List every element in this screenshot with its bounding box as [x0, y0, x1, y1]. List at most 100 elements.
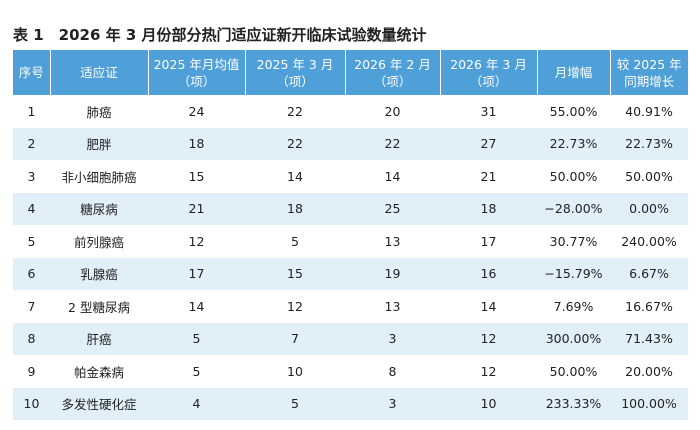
table-cell: 15 — [188, 168, 205, 184]
table-cell: 7 — [245, 322, 345, 355]
table-cell: 14 — [384, 168, 401, 184]
header-line: （项） — [177, 73, 216, 89]
table-cell: 31 — [480, 103, 497, 119]
table-cell: 5 — [245, 387, 345, 420]
header-cell: 月增幅 — [536, 50, 610, 95]
table-cell: 22 — [287, 103, 303, 119]
header-line: 2025 年月均值 — [153, 56, 240, 72]
table-cell: 16 — [440, 257, 537, 290]
table-cell: 8 — [13, 322, 50, 355]
table-cell: 乳腺癌 — [50, 257, 148, 290]
table-cell: 12 — [440, 322, 537, 355]
table-cell: 12 — [188, 233, 205, 249]
table-cell: 前列腺癌 — [73, 234, 124, 250]
header-row: 序号 适应证 2025 年月均值 （项） 2025 年 3 月（项） 2026 年 2 月… — [13, 50, 688, 95]
table-cell: 0.00% — [610, 192, 688, 225]
table-cell: 21 — [480, 168, 497, 184]
table-cell: 20 — [384, 103, 401, 119]
table-cell: 27 — [440, 127, 537, 160]
table-cell: 5 — [27, 233, 36, 249]
table-row: 1 肺癌 24 22 20 31 55.00% 40.91% — [13, 95, 688, 128]
table-cell: 240.00% — [621, 233, 677, 249]
header-line: 2026 年 3 月 — [450, 56, 527, 72]
table-cell: 17 — [148, 257, 245, 290]
table-cell: 8 — [388, 363, 397, 379]
table-cell: 22.73% — [610, 127, 688, 160]
table-cell: −15.79% — [537, 257, 610, 290]
table-cell: 2 — [13, 127, 50, 160]
table-row: 6 乳腺癌 17 15 19 16 −15.79% 6.67% — [13, 257, 688, 290]
header-line: （项） — [469, 73, 508, 89]
table-cell: 4 — [13, 192, 50, 225]
table-cell: 71.43% — [610, 322, 688, 355]
table-cell: 3 — [345, 322, 440, 355]
table-cell: 肥胖 — [50, 127, 148, 160]
table-cell: 13 — [384, 233, 401, 249]
table-cell: 30.77% — [549, 233, 598, 249]
table-cell: 6 — [13, 257, 50, 290]
table-cell: 22 — [245, 127, 345, 160]
table-cell: 10 — [13, 387, 50, 420]
header-line: （项） — [373, 73, 412, 89]
table-cell: 7.69% — [553, 298, 594, 314]
table-cell: −28.00% — [537, 192, 610, 225]
table-row: 10 多发性硬化症 4 5 3 10 233.33% 100.00% — [13, 387, 688, 420]
table-cell: 12 — [287, 298, 303, 314]
table-body: 1 肺癌 24 22 20 31 55.00% 40.91% 2 肥胖 18 22 22 27 22.73%… — [13, 95, 688, 420]
table-cell: 6.67% — [610, 257, 688, 290]
table-cell: 10 — [440, 387, 537, 420]
table-cell: 3 — [345, 387, 440, 420]
header-cell: 序号 — [13, 50, 50, 95]
header-line: 同期增长 — [624, 73, 675, 89]
header-line: 月增幅 — [554, 65, 593, 80]
table-cell: 5 — [148, 322, 245, 355]
header-line: 2025 年 3 月 — [256, 56, 334, 72]
table-cell: 18 — [148, 127, 245, 160]
table-cell: 50.00% — [549, 168, 598, 184]
table-cell: 15 — [245, 257, 345, 290]
table-cell: 18 — [245, 192, 345, 225]
table-row: 3 非小细胞肺癌 15 14 14 21 50.00% 50.00% — [13, 160, 688, 193]
table-cell: 糖尿病 — [50, 192, 148, 225]
table-row: 4 糖尿病 21 18 25 18 −28.00% 0.00% — [13, 192, 688, 225]
table-cell: 10 — [287, 363, 303, 379]
table-cell: 16.67% — [625, 298, 673, 314]
table-row: 7 2 型糖尿病 14 12 13 14 7.69% 16.67% — [13, 290, 688, 323]
table-cell: 25 — [345, 192, 440, 225]
table-cell: 20.00% — [625, 363, 673, 379]
table-cell: 9 — [27, 363, 36, 379]
table-cell: 300.00% — [537, 322, 610, 355]
table-cell: 1 — [27, 103, 36, 119]
table-cell: 50.00% — [625, 168, 673, 184]
table-cell: 2 型糖尿病 — [68, 299, 130, 315]
header-cell: 2026 年 3 月（项） — [439, 50, 537, 95]
table-cell: 21 — [148, 192, 245, 225]
table-row: 9 帕金森病 5 10 8 12 50.00% 20.00% — [13, 355, 688, 388]
table-cell: 22.73% — [537, 127, 610, 160]
table-cell: 17 — [480, 233, 497, 249]
header-cell: 2026 年 2 月（项） — [344, 50, 440, 95]
header-cell: 2025 年 3 月（项） — [244, 50, 345, 95]
header-line: 适应证 — [80, 65, 118, 80]
table-cell: 5 — [192, 363, 201, 379]
table-cell: 24 — [188, 103, 205, 119]
table-cell: 12 — [480, 363, 497, 379]
header-line: 较 2025 年 — [616, 56, 682, 72]
header-line: 2026 年 2 月 — [354, 56, 431, 72]
table-cell: 4 — [148, 387, 245, 420]
table-cell: 19 — [345, 257, 440, 290]
table: 序号 适应证 2025 年月均值 （项） 2025 年 3 月（项） 2026 年 2 月… — [13, 50, 688, 420]
table-cell: 50.00% — [549, 363, 598, 379]
table-row: 2 肥胖 18 22 22 27 22.73% 22.73% — [13, 127, 688, 160]
table-cell: 多发性硬化症 — [50, 387, 148, 420]
header-line: 序号 — [18, 65, 44, 80]
table-cell: 14 — [287, 168, 303, 184]
table-row: 8 肝癌 5 7 3 12 300.00% 71.43% — [13, 322, 688, 355]
header-cell: 较 2025 年同期增长 — [609, 50, 688, 95]
table-cell: 233.33% — [537, 387, 610, 420]
table-cell: 肝癌 — [50, 322, 148, 355]
table-cell: 40.91% — [625, 103, 673, 119]
table-row: 5 前列腺癌 12 5 13 17 30.77% 240.00% — [13, 225, 688, 258]
table-title: 表 1 2026 年 3 月份部分热门适应证新开临床试验数量统计 — [13, 26, 427, 44]
